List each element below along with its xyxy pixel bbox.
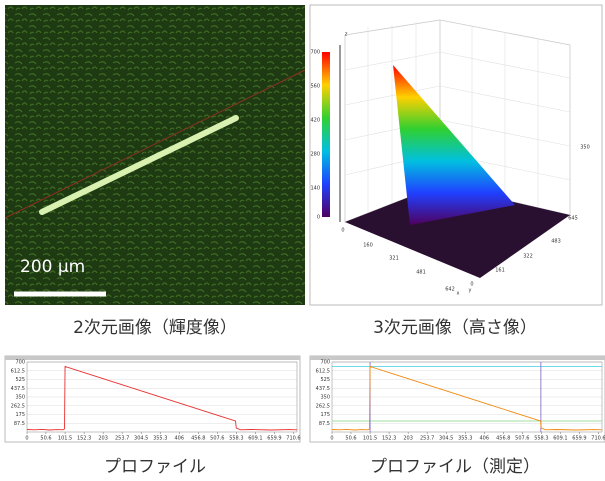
x-tick-label: 659.9 (267, 436, 281, 442)
axis-label: 0 (341, 228, 344, 234)
x-tick-label: 0 (330, 436, 333, 442)
panel (309, 355, 605, 443)
title-bar (5, 356, 300, 360)
x-tick-label: 152.3 (77, 436, 91, 442)
axis-label: 321 (389, 256, 399, 262)
axis-label: x (457, 291, 460, 297)
axis-label: 483 (551, 239, 561, 245)
axis-label: 350 (580, 145, 590, 151)
caption: プロファイル (104, 457, 206, 477)
y-tick-label: 350 (320, 395, 330, 401)
color-bar (322, 52, 330, 217)
x-tick-label: 101.5 (363, 436, 377, 442)
axis-label: 642 (445, 287, 455, 293)
y-tick-label: 87.5 (14, 421, 25, 427)
image-2d: 200 μm (4, 5, 306, 305)
x-tick-label: 50.6 (40, 436, 51, 442)
x-tick-label: 456.8 (191, 436, 205, 442)
scale-bar-label: 200 μm (20, 257, 85, 277)
axis-label: 0 (470, 282, 473, 288)
x-tick-label: 355.3 (458, 436, 472, 442)
x-tick-label: 203 (98, 436, 108, 442)
axis-label: 420 (310, 118, 320, 124)
x-tick-label: 101.5 (58, 436, 72, 442)
profile-line (26, 365, 298, 431)
surface-peak (393, 65, 515, 225)
x-tick-label: 406 (174, 436, 184, 442)
plot-frame (26, 361, 298, 433)
fiber (39, 115, 239, 215)
axis-label: 160 (363, 243, 373, 249)
axis-label: 280 (310, 152, 320, 158)
y-tick-label: 175 (15, 412, 25, 418)
axis-label: y (469, 288, 472, 294)
axis-label: z (345, 32, 348, 38)
axis-label: 700 (310, 50, 320, 56)
axis-label: 481 (416, 270, 426, 276)
image-3d: 700 560 420 280 140 0 0 160 321 481 642 645 483 322 16… (309, 4, 603, 306)
axis-label: 560 (310, 84, 320, 90)
y-tick-label: 700 (320, 360, 330, 366)
y-tick-label: 350 (15, 395, 25, 401)
x-tick-label: 558.3 (534, 436, 548, 442)
title-bar (310, 356, 605, 360)
caption: 2次元画像（輝度像） (73, 318, 237, 338)
y-tick-label: 700 (15, 360, 25, 366)
caption: 3次元画像（高さ像） (373, 318, 537, 338)
axis-label: 322 (523, 254, 533, 260)
axis-label: 161 (495, 268, 505, 274)
x-tick-label: 558.3 (229, 436, 243, 442)
x-tick-label: 253.7 (115, 436, 129, 442)
y-tick-label: 525 (15, 377, 25, 383)
surface-floor (345, 185, 570, 278)
y-tick-label: 612.5 (11, 368, 25, 374)
y-tick-label: 262.5 (11, 403, 25, 409)
x-tick-label: 0 (25, 436, 28, 442)
x-tick-label: 50.6 (345, 436, 356, 442)
y-tick-label: 437.5 (316, 386, 330, 392)
profile: 700 612.5 525 437.5 350 262.5 175 87.5 0 50.6 101.… (4, 355, 301, 443)
plot-frame (331, 361, 603, 433)
x-tick-label: 507.6 (210, 436, 224, 442)
y-tick-label: 262.5 (316, 403, 330, 409)
x-tick-label: 203 (403, 436, 413, 442)
y-tick-label: 437.5 (11, 386, 25, 392)
x-tick-label: 253.7 (420, 436, 434, 442)
y-tick-label: 525 (320, 377, 330, 383)
y-tick-label: 612.5 (316, 368, 330, 374)
x-tick-label: 710.6 (591, 436, 605, 442)
axis-label: 0 (317, 215, 320, 221)
x-tick-label: 406 (479, 436, 489, 442)
x-tick-label: 355.3 (153, 436, 167, 442)
x-tick-label: 659.9 (572, 436, 586, 442)
x-tick-label: 609.1 (553, 436, 567, 442)
y-tick-label: 87.5 (319, 421, 330, 427)
panel (4, 355, 301, 443)
profile: 700 612.5 525 437.5 350 262.5 175 87.5 0 50.6 101.… (309, 355, 605, 443)
x-tick-label: 507.6 (515, 436, 529, 442)
axis-label: 140 (310, 186, 320, 192)
x-tick-label: 710.6 (286, 436, 300, 442)
x-tick-label: 152.3 (382, 436, 396, 442)
y-tick-label: 175 (320, 412, 330, 418)
x-tick-label: 456.8 (496, 436, 510, 442)
caption: プロファイル（測定） (370, 457, 540, 477)
profile-line (331, 365, 603, 431)
trace-line (4, 69, 306, 219)
x-tick-label: 304.5 (134, 436, 148, 442)
x-tick-label: 609.1 (248, 436, 262, 442)
x-tick-label: 304.5 (439, 436, 453, 442)
axis-label: 645 (568, 216, 578, 222)
